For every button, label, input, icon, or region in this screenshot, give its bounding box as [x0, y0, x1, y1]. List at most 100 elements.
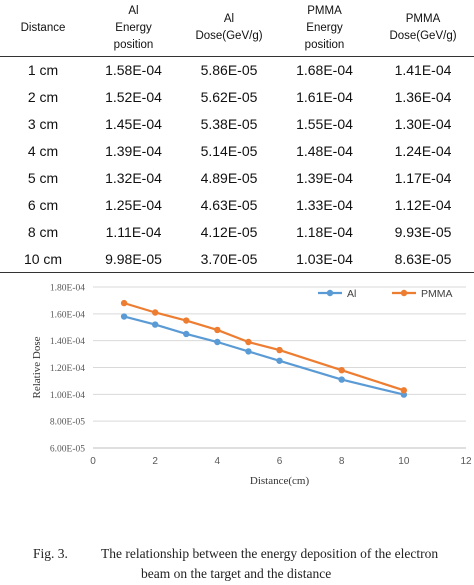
table-row: 6 cm 1.25E-04 4.63E-05 1.33E-04 1.12E-04 — [0, 191, 474, 218]
table-cell: 9.93E-05 — [394, 223, 452, 240]
table-cell: 5.62E-05 — [200, 89, 258, 106]
table-cell: 1.39E-04 — [296, 170, 353, 186]
table-cell: 4 cm — [27, 143, 59, 160]
table-cell: 1.55E-04 — [296, 116, 353, 133]
data-point-al — [214, 338, 221, 346]
table-cell: 4.63E-05 — [200, 196, 258, 213]
legend-marker-pmma — [400, 289, 408, 297]
table-cell: 1.41E-04 — [394, 62, 452, 79]
table-cell: 5.86E-05 — [200, 62, 258, 79]
table-row: 2 cm 1.52E-04 5.62E-05 1.61E-04 1.36E-04 — [0, 84, 474, 111]
x-tick-label: 10 — [398, 456, 410, 467]
table-cell: 1.45E-04 — [105, 116, 162, 133]
table-cell: 1.17E-04 — [394, 170, 452, 186]
data-point-pmma — [276, 346, 283, 354]
table-cell: 1.12E-04 — [394, 196, 452, 213]
table-cell: 1.11E-04 — [105, 223, 162, 240]
table-cell: 5 cm — [27, 170, 59, 186]
table-cell: 1.30E-04 — [394, 116, 452, 133]
figure-caption: Fig. 3. The relationship between the ener… — [33, 544, 473, 584]
header-line: Energy — [306, 21, 343, 34]
table-cell: 5.38E-05 — [200, 116, 258, 133]
table-cell: 1.68E-04 — [296, 62, 353, 79]
series-line-pmma — [123, 302, 405, 392]
data-point-pmma — [183, 317, 190, 324]
x-tick-label: 4 — [215, 456, 221, 467]
header-line: Dose(GeV/g) — [195, 30, 263, 42]
dose-line-chart: 6.00E-05 8.00E-05 1.00E-04 1.20E-04 1.40E-04… — [31, 284, 472, 488]
header-line: position — [304, 38, 345, 51]
y-tick-label: 1.20E-04 — [50, 364, 85, 374]
table-cell: 8.63E-05 — [394, 250, 452, 267]
table-row: 4 cm 1.39E-04 5.14E-05 1.48E-04 1.24E-04 — [0, 138, 474, 165]
table-row: 10 cm 9.98E-05 3.70E-05 1.03E-04 8.63E-05 — [0, 245, 474, 273]
legend-marker-al — [326, 289, 334, 297]
data-point-pmma — [214, 326, 221, 334]
x-tick-label: 2 — [152, 456, 158, 467]
table-cell: 4.89E-05 — [200, 170, 258, 186]
table-cell: 5.14E-05 — [200, 143, 258, 160]
table-cell: 3 cm — [27, 116, 59, 133]
header-cell: Al Dose(GeV/g) — [181, 0, 277, 57]
series-line-al — [123, 315, 405, 396]
x-tick-label: 12 — [460, 456, 472, 467]
table-header: Distance Al Energy position Al Dose(GeV/g) PMM… — [0, 0, 474, 57]
results-table: Distance Al Energy position Al Dose(GeV/g) PMM… — [0, 0, 474, 273]
table-body: 1 cm 1.58E-04 5.86E-05 1.68E-04 1.41E-04 2 cm… — [0, 57, 474, 273]
table-row: 3 cm 1.45E-04 5.38E-05 1.55E-04 1.30E-04 — [0, 111, 474, 138]
header-line: PMMA — [405, 13, 441, 25]
table-cell: 1.61E-04 — [296, 89, 353, 106]
header-line: Al — [128, 4, 139, 17]
table-cell: 3.70E-05 — [200, 250, 258, 267]
y-tick-label: 1.00E-04 — [50, 391, 85, 401]
table-cell: 1.58E-04 — [105, 62, 162, 79]
header-line: position — [113, 38, 154, 51]
data-point-al — [338, 376, 345, 383]
data-point-al — [151, 321, 159, 328]
header-line: Dose(GeV/g) — [389, 30, 457, 42]
y-tick-label: 1.40E-04 — [50, 337, 85, 347]
y-tick-label: 1.60E-04 — [50, 310, 85, 320]
y-axis-label: Relative Dose — [31, 336, 43, 398]
table-cell: 4.12E-05 — [200, 223, 258, 240]
table-cell: 1.48E-04 — [296, 143, 353, 160]
table-cell: 1 cm — [27, 62, 59, 79]
table-row: 8 cm 1.11E-04 4.12E-05 1.18E-04 9.93E-05 — [0, 218, 474, 245]
header-cell: Distance — [0, 0, 86, 57]
y-tick-label: 1.80E-04 — [50, 284, 85, 294]
header-line: PMMA — [307, 4, 342, 17]
table-cell: 1.25E-04 — [105, 196, 162, 213]
header-cell: Al Energy position — [86, 0, 181, 57]
table-cell: 9.98E-05 — [105, 250, 162, 267]
header-cell: PMMA Energy position — [277, 0, 372, 57]
caption-line-2: beam on the target and the distance — [141, 566, 332, 581]
y-tick-label: 6.00E-05 — [50, 445, 85, 455]
caption-line-1: The relationship between the energy depo… — [101, 546, 439, 561]
header-line: Distance — [20, 21, 66, 34]
table-cell: 1.39E-04 — [105, 143, 162, 160]
table-cell: 1.33E-04 — [296, 196, 353, 213]
data-point-al — [245, 348, 252, 355]
table-cell: 1.52E-04 — [105, 89, 162, 106]
data-point-al — [276, 357, 283, 364]
data-point-al — [183, 330, 190, 338]
table-cell: 8 cm — [27, 223, 59, 240]
table-cell: 1.32E-04 — [105, 170, 162, 186]
data-point-pmma — [400, 387, 408, 394]
x-axis-label: Distance(cm) — [250, 475, 310, 487]
table-cell: 1.24E-04 — [394, 143, 452, 160]
x-tick-label: 8 — [339, 456, 345, 467]
header-line: Al — [223, 13, 235, 25]
data-point-pmma — [151, 309, 159, 316]
table-row: 1 cm 1.58E-04 5.86E-05 1.68E-04 1.41E-04 — [0, 57, 474, 84]
data-point-pmma — [245, 338, 252, 346]
x-tick-label: 6 — [277, 456, 283, 467]
caption-label: Fig. 3. — [33, 546, 68, 561]
data-point-al — [120, 313, 128, 320]
table-cell: 1.36E-04 — [394, 89, 452, 106]
legend-label-al: Al — [347, 288, 356, 300]
table-cell: 10 cm — [23, 250, 63, 267]
table-cell: 6 cm — [27, 196, 59, 213]
table-cell: 1.18E-04 — [296, 223, 353, 240]
table-row: 5 cm 1.32E-04 4.89E-05 1.39E-04 1.17E-04 — [0, 165, 474, 192]
